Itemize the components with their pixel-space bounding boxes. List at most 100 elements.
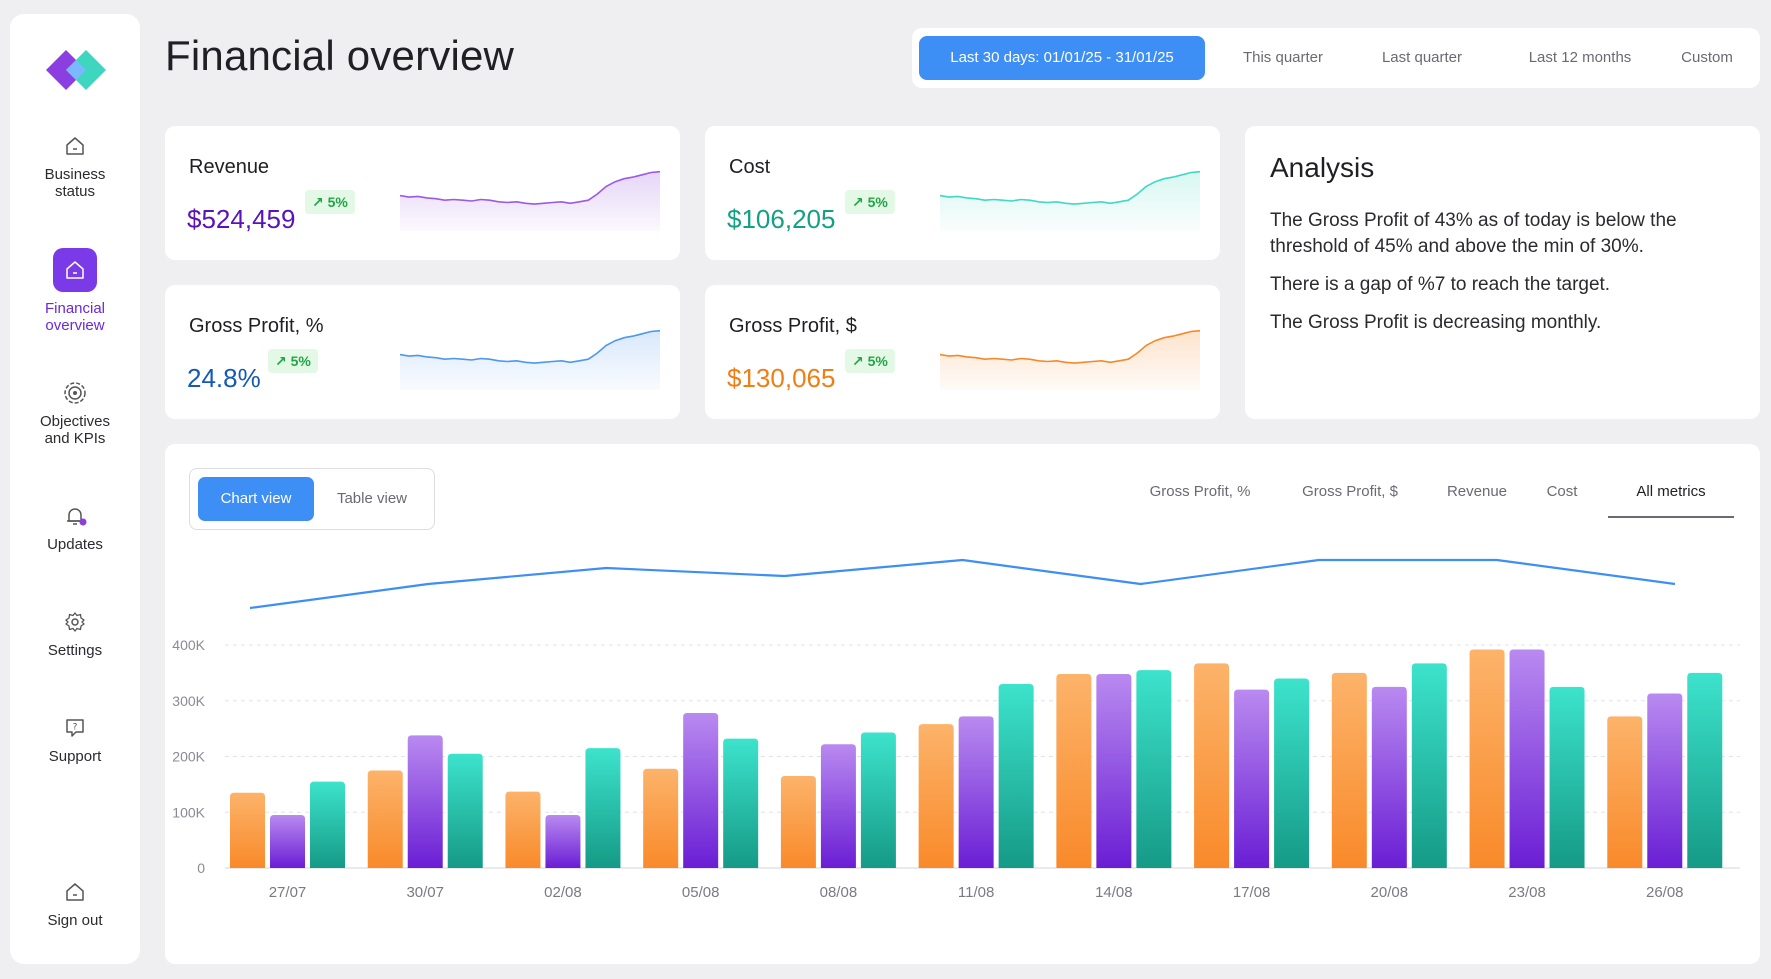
tab-revenue[interactable]: Revenue <box>1446 483 1508 500</box>
sidebar-item-label: Support <box>48 748 102 765</box>
sparkline-area <box>940 330 1200 390</box>
bar-series-2 <box>310 781 345 868</box>
date-option-last-30-days[interactable]: Last 30 days: 01/01/25 - 31/01/25 <box>919 36 1205 80</box>
date-range-filter: Last 30 days: 01/01/25 - 31/01/25 This q… <box>912 28 1760 88</box>
kpi-card-revenue[interactable]: Revenue $524,459 ↗ 5% <box>165 126 680 260</box>
x-tick-label: 05/08 <box>682 884 720 901</box>
sidebar-item-financial-overview[interactable]: Financial overview <box>10 248 140 334</box>
bar-series-0 <box>643 768 679 868</box>
sidebar: Business status Financial overview Objec… <box>10 14 140 964</box>
sidebar-item-sign-out[interactable]: Sign out <box>10 880 140 929</box>
sidebar-item-label: Financial overview <box>44 300 106 334</box>
bar-series-0 <box>505 791 541 868</box>
tab-cost[interactable]: Cost <box>1546 483 1578 500</box>
bar-series-0 <box>1331 672 1367 868</box>
x-tick-label: 27/07 <box>269 884 307 901</box>
bar-series-2 <box>860 732 896 868</box>
bar-series-2 <box>585 748 621 868</box>
date-option-last-12-months[interactable]: Last 12 months <box>1528 49 1632 66</box>
table-view-button[interactable]: Table view <box>336 490 408 507</box>
sparkline-line <box>400 329 660 364</box>
date-option-last-quarter[interactable]: Last quarter <box>1381 49 1463 66</box>
kpi-value: $106,205 <box>727 204 836 234</box>
x-tick-label: 02/08 <box>544 884 582 901</box>
kpi-change-value: 5% <box>867 353 888 369</box>
logo-icon <box>46 50 106 90</box>
date-option-custom[interactable]: Custom <box>1681 49 1733 66</box>
bar-series-1 <box>1096 673 1132 868</box>
sidebar-item-business-status[interactable]: Business status <box>10 134 140 200</box>
bar-series-1 <box>1509 649 1545 868</box>
view-toggle: Chart view Table view <box>189 468 435 530</box>
bar-series-1 <box>1234 689 1270 868</box>
x-tick-label: 26/08 <box>1646 884 1684 901</box>
kpi-title: Revenue <box>189 156 270 178</box>
bar-series-1 <box>545 815 581 868</box>
analysis-line: There is a gap of %7 to reach the target… <box>1270 274 1611 295</box>
bar-series-2 <box>1411 663 1447 868</box>
target-icon <box>64 382 86 404</box>
gear-icon <box>65 612 85 632</box>
sparkline-area <box>400 330 660 390</box>
bar-series-0 <box>780 776 816 868</box>
bar-series-2 <box>1274 678 1310 868</box>
page-title: Financial overview <box>165 32 515 79</box>
bar-series-1 <box>270 815 305 868</box>
y-tick-label: 100K <box>172 804 205 820</box>
sidebar-item-objectives[interactable]: Objectives and KPIs <box>10 381 140 447</box>
kpi-card-gross-profit-pct[interactable]: Gross Profit, % 24.8% ↗ 5% <box>165 285 680 419</box>
sidebar-item-settings[interactable]: Settings <box>10 610 140 659</box>
sparkline-line <box>400 170 660 205</box>
y-tick-label: 200K <box>172 749 205 765</box>
tab-all-metrics[interactable]: All metrics <box>1608 476 1734 518</box>
bar-series-1 <box>407 735 443 868</box>
sparkline-area <box>400 171 660 231</box>
analysis-card: Analysis The Gross Profit of 43% as of t… <box>1245 126 1760 419</box>
x-tick-label: 23/08 <box>1508 884 1546 901</box>
svg-text:?: ? <box>73 723 78 733</box>
bar-series-1 <box>958 716 994 868</box>
sparkline-area <box>940 171 1200 231</box>
kpi-card-gross-profit-dollar[interactable]: Gross Profit, $ $130,065 ↗ 5% <box>705 285 1220 419</box>
x-tick-label: 14/08 <box>1095 884 1133 901</box>
bar-series-2 <box>1549 686 1585 868</box>
home-icon <box>66 883 84 901</box>
bar-series-0 <box>1194 663 1230 868</box>
home-icon <box>66 137 84 155</box>
bar-series-2 <box>1687 672 1723 868</box>
sparkline-line <box>940 170 1200 205</box>
gross-profit-dollar-sparkline <box>940 329 1200 390</box>
analysis-line: The Gross Profit of 43% as of today is b… <box>1270 210 1677 257</box>
kpi-change-value: 5% <box>327 194 348 210</box>
gross-profit-pct-sparkline <box>400 329 660 390</box>
bar-series-1 <box>820 744 856 868</box>
kpi-title: Gross Profit, % <box>189 315 324 337</box>
x-tick-label: 17/08 <box>1233 884 1271 901</box>
tab-gross-profit-dollar[interactable]: Gross Profit, $ <box>1302 483 1398 500</box>
x-tick-label: 20/08 <box>1371 884 1409 901</box>
sidebar-item-support[interactable]: ? Support <box>10 716 140 765</box>
sidebar-item-updates[interactable]: Updates <box>10 504 140 553</box>
kpi-title: Cost <box>729 156 771 178</box>
analysis-line: The Gross Profit is decreasing monthly. <box>1270 312 1602 333</box>
bar-series-0 <box>1607 716 1643 868</box>
kpi-change-value: 5% <box>290 353 311 369</box>
bar-series-0 <box>918 724 954 868</box>
y-tick-label: 300K <box>172 693 205 709</box>
chart-panel: Chart view Table view Gross Profit, % Gr… <box>165 444 1760 964</box>
tab-gross-profit-pct[interactable]: Gross Profit, % <box>1149 483 1251 500</box>
cost-sparkline <box>940 170 1200 231</box>
kpi-value: $130,065 <box>727 363 836 393</box>
arrow-up-right-icon: ↗ <box>852 353 864 369</box>
kpi-card-cost[interactable]: Cost $106,205 ↗ 5% <box>705 126 1220 260</box>
help-icon: ? <box>66 719 84 737</box>
date-option-this-quarter[interactable]: This quarter <box>1242 49 1324 66</box>
sidebar-item-label: Settings <box>47 642 103 659</box>
chart-view-button[interactable]: Chart view <box>198 477 314 521</box>
kpi-value: 24.8% <box>187 363 261 393</box>
arrow-up-right-icon: ↗ <box>852 194 864 210</box>
sidebar-item-label: Objectives and KPIs <box>39 413 111 447</box>
analysis-text: The Gross Profit of 43% as of today is b… <box>1270 208 1730 348</box>
bell-icon <box>67 508 87 526</box>
home-icon <box>66 261 84 279</box>
